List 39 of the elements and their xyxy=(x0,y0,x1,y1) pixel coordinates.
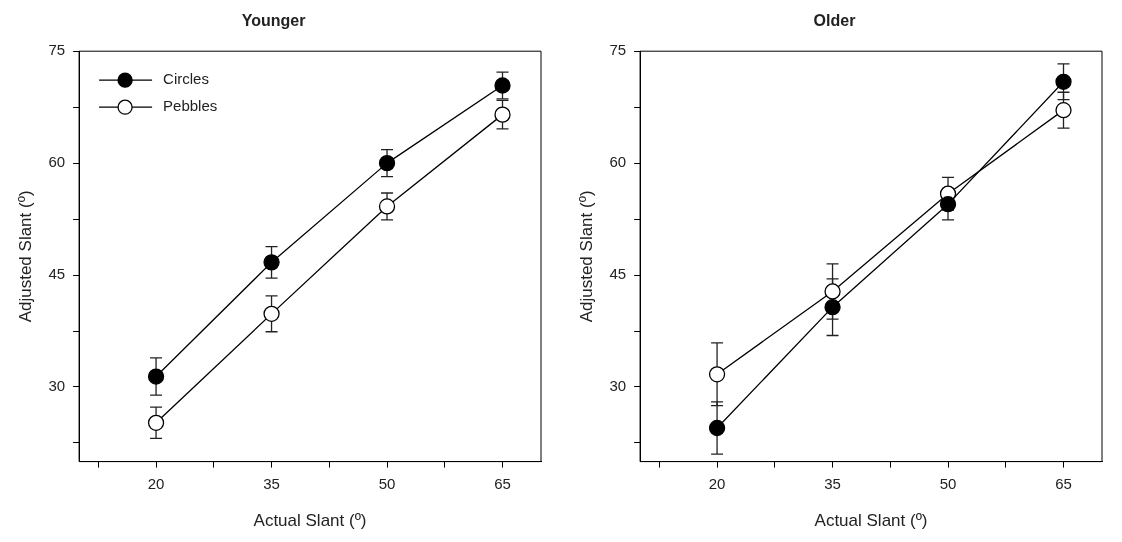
y-axis-title: Adjusted Slant (º) xyxy=(15,190,35,323)
point xyxy=(147,414,165,431)
point xyxy=(1055,73,1072,90)
y-tick-label: 30 xyxy=(609,377,627,395)
point xyxy=(378,154,396,172)
x-tick-label: 35 xyxy=(824,474,841,492)
point xyxy=(824,283,841,300)
x-axis-title: Actual Slant (º) xyxy=(253,511,367,531)
y-tick-label: 60 xyxy=(609,153,627,171)
x-tick-label: 65 xyxy=(1055,474,1072,492)
x-tick-label: 20 xyxy=(147,474,165,492)
point xyxy=(263,305,280,323)
point xyxy=(708,419,726,437)
x-tick-label: 65 xyxy=(494,474,511,492)
x-tick-label: 20 xyxy=(708,474,726,492)
point xyxy=(263,254,280,271)
point xyxy=(824,298,841,316)
point xyxy=(147,368,165,385)
point xyxy=(708,366,726,383)
x-tick-label: 50 xyxy=(378,474,396,492)
legend-label: Circles xyxy=(163,70,209,88)
legend-label: Pebbles xyxy=(163,97,218,115)
x-tick-label: 35 xyxy=(263,474,280,492)
y-tick-label: 45 xyxy=(609,265,627,283)
point xyxy=(1055,102,1072,119)
point xyxy=(939,196,957,213)
x-tick-label: 50 xyxy=(939,474,957,492)
chart-title: Older xyxy=(813,12,856,30)
point xyxy=(378,198,396,215)
x-axis-title: Actual Slant (º) xyxy=(814,511,928,531)
y-tick-label: 75 xyxy=(609,41,627,59)
y-tick-label: 30 xyxy=(48,377,66,395)
y-tick-label: 60 xyxy=(48,153,66,171)
y-tick-label: 45 xyxy=(48,265,66,283)
point xyxy=(494,77,511,94)
y-axis-title: Adjusted Slant (º) xyxy=(576,190,596,323)
y-tick-label: 75 xyxy=(48,41,66,59)
chart-title: Younger xyxy=(241,12,306,30)
point xyxy=(494,106,511,123)
